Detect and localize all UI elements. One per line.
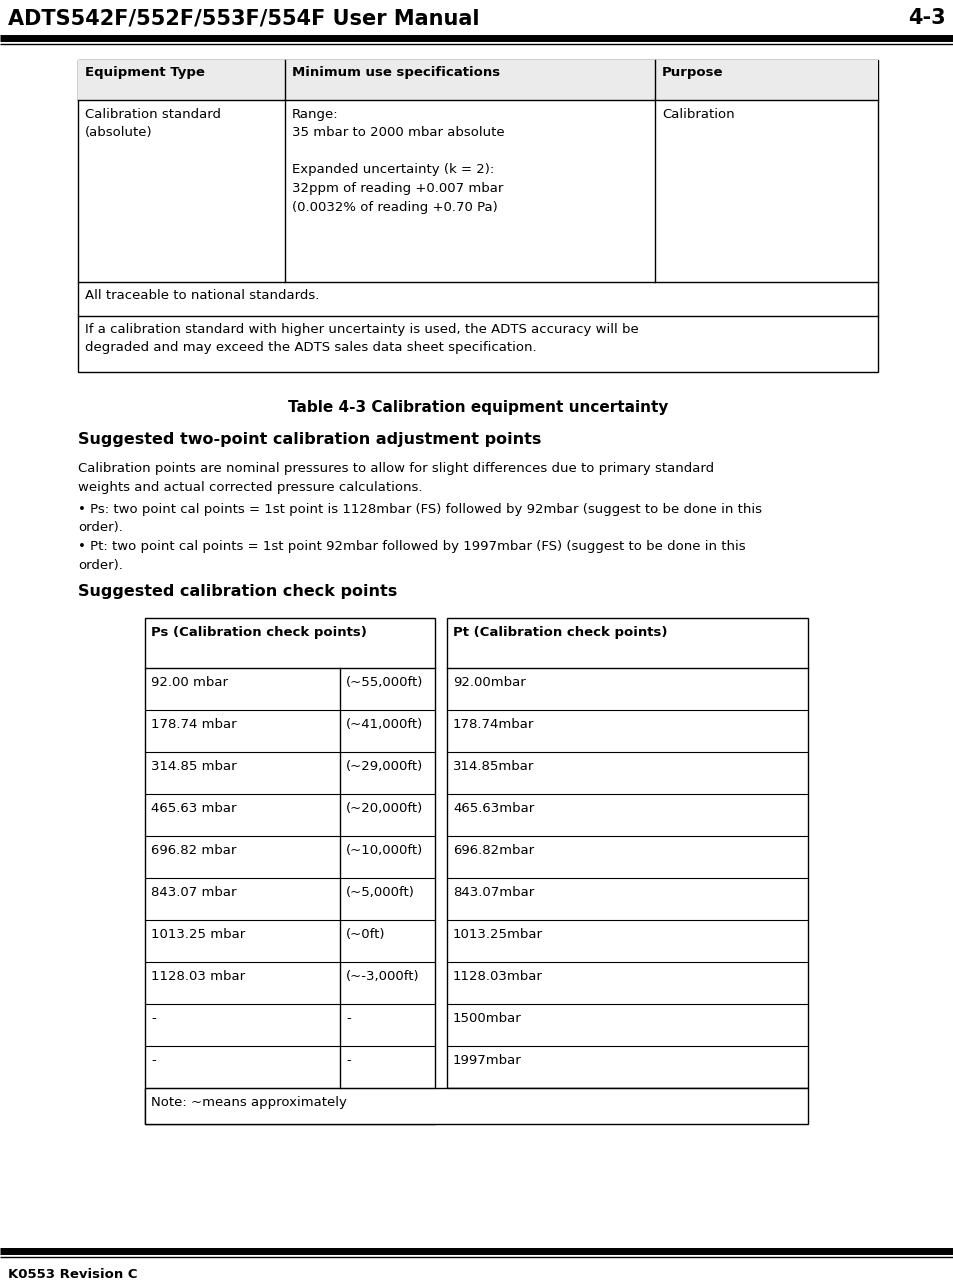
Text: (~-3,000ft): (~-3,000ft) <box>346 970 419 983</box>
Text: 92.00mbar: 92.00mbar <box>453 676 525 689</box>
Text: Pt (Calibration check points): Pt (Calibration check points) <box>453 625 667 640</box>
Bar <box>78 60 877 100</box>
Text: (~55,000ft): (~55,000ft) <box>346 676 423 689</box>
Text: Calibration: Calibration <box>661 108 734 121</box>
Text: Suggested two-point calibration adjustment points: Suggested two-point calibration adjustme… <box>78 432 540 447</box>
Text: 843.07mbar: 843.07mbar <box>453 885 534 900</box>
Text: -: - <box>151 1054 155 1067</box>
Text: Range:
35 mbar to 2000 mbar absolute

Expanded uncertainty (k = 2):
32ppm of rea: Range: 35 mbar to 2000 mbar absolute Exp… <box>292 108 504 214</box>
Text: Calibration standard
(absolute): Calibration standard (absolute) <box>85 108 221 139</box>
Text: • Ps: two point cal points = 1st point is 1128mbar (FS) followed by 92mbar (sugg: • Ps: two point cal points = 1st point i… <box>78 503 761 534</box>
Text: Suggested calibration check points: Suggested calibration check points <box>78 584 396 598</box>
Text: Equipment Type: Equipment Type <box>85 66 205 79</box>
Text: Calibration points are nominal pressures to allow for slight differences due to : Calibration points are nominal pressures… <box>78 462 714 493</box>
Text: (~20,000ft): (~20,000ft) <box>346 802 423 815</box>
Bar <box>145 618 435 1124</box>
Text: -: - <box>151 1012 155 1024</box>
Text: Ps (Calibration check points): Ps (Calibration check points) <box>151 625 367 640</box>
Text: 178.74mbar: 178.74mbar <box>453 718 534 731</box>
Text: Minimum use specifications: Minimum use specifications <box>292 66 499 79</box>
Text: 314.85 mbar: 314.85 mbar <box>151 761 236 773</box>
Bar <box>145 1088 807 1124</box>
Text: 696.82mbar: 696.82mbar <box>453 844 534 857</box>
Text: (~41,000ft): (~41,000ft) <box>346 718 423 731</box>
Text: -: - <box>346 1012 351 1024</box>
Text: (~10,000ft): (~10,000ft) <box>346 844 423 857</box>
Text: -: - <box>346 1054 351 1067</box>
Text: Purpose: Purpose <box>661 66 722 79</box>
Text: 1128.03 mbar: 1128.03 mbar <box>151 970 245 983</box>
Text: 1500mbar: 1500mbar <box>453 1012 521 1024</box>
Text: 92.00 mbar: 92.00 mbar <box>151 676 228 689</box>
Text: 1013.25mbar: 1013.25mbar <box>453 928 542 941</box>
Text: 696.82 mbar: 696.82 mbar <box>151 844 236 857</box>
Text: 1997mbar: 1997mbar <box>453 1054 521 1067</box>
Text: ADTS542F/552F/553F/554F User Manual: ADTS542F/552F/553F/554F User Manual <box>8 8 479 28</box>
Text: (~0ft): (~0ft) <box>346 928 385 941</box>
Text: (~29,000ft): (~29,000ft) <box>346 761 423 773</box>
Text: (~5,000ft): (~5,000ft) <box>346 885 415 900</box>
Text: Note: ~means approximately: Note: ~means approximately <box>151 1097 347 1109</box>
Text: 4-3: 4-3 <box>907 8 945 28</box>
Text: 465.63 mbar: 465.63 mbar <box>151 802 236 815</box>
Text: 1013.25 mbar: 1013.25 mbar <box>151 928 245 941</box>
Text: 843.07 mbar: 843.07 mbar <box>151 885 236 900</box>
Text: 1128.03mbar: 1128.03mbar <box>453 970 542 983</box>
Text: All traceable to national standards.: All traceable to national standards. <box>85 290 319 302</box>
Text: 314.85mbar: 314.85mbar <box>453 761 534 773</box>
Text: 465.63mbar: 465.63mbar <box>453 802 534 815</box>
Text: If a calibration standard with higher uncertainty is used, the ADTS accuracy wil: If a calibration standard with higher un… <box>85 323 639 354</box>
Bar <box>78 60 877 372</box>
Text: K0553 Revision C: K0553 Revision C <box>8 1268 137 1281</box>
Text: Table 4-3 Calibration equipment uncertainty: Table 4-3 Calibration equipment uncertai… <box>288 400 667 414</box>
Text: • Pt: two point cal points = 1st point 92mbar followed by 1997mbar (FS) (suggest: • Pt: two point cal points = 1st point 9… <box>78 541 745 571</box>
Bar <box>447 618 807 1088</box>
Text: 178.74 mbar: 178.74 mbar <box>151 718 236 731</box>
